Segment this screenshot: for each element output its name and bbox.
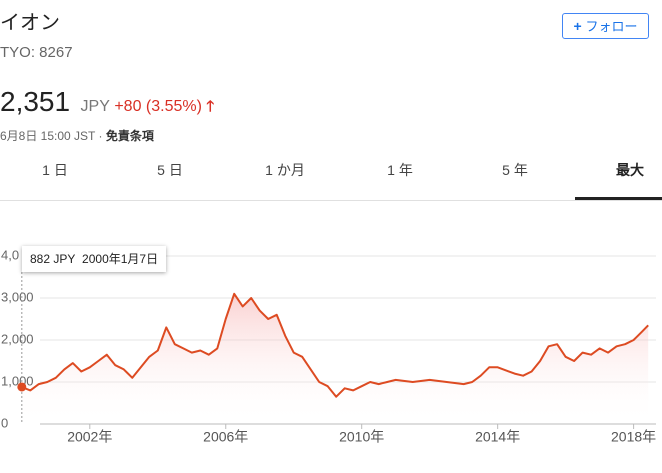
tooltip-price: 882 JPY bbox=[30, 252, 76, 266]
y-tick-label: 2,000 bbox=[1, 331, 34, 346]
tab[interactable]: 1 年 bbox=[387, 162, 413, 178]
x-tick-label: 2002年 bbox=[67, 429, 112, 445]
divider bbox=[0, 200, 662, 201]
y-tick-label: 0 bbox=[1, 415, 8, 430]
ticker: TYO: 8267 bbox=[0, 44, 73, 61]
x-tick-label: 2014年 bbox=[475, 429, 520, 445]
tab[interactable]: 最大 bbox=[616, 162, 644, 178]
hover-point bbox=[17, 382, 27, 392]
follow-label: フォロー bbox=[585, 19, 638, 34]
y-tick-label: 3,000 bbox=[1, 289, 34, 304]
y-tick-label: 1,000 bbox=[1, 373, 34, 388]
area bbox=[21, 293, 649, 424]
y-tick-label: 4,0 bbox=[1, 247, 19, 262]
currency: JPY bbox=[80, 98, 110, 115]
tab[interactable]: 5 日 bbox=[157, 162, 183, 178]
tab[interactable]: 1 か月 bbox=[265, 162, 305, 178]
follow-button[interactable]: + フォロー bbox=[562, 13, 649, 39]
timestamp: 6月8日 15:00 JST · bbox=[0, 129, 106, 143]
x-tick-label: 2010年 bbox=[339, 429, 384, 445]
x-tick-label: 2006年 bbox=[203, 429, 248, 445]
tooltip: 882 JPY 2000年1月7日 bbox=[22, 246, 167, 272]
disclaimer[interactable]: 免責条項 bbox=[105, 129, 154, 143]
price-line bbox=[21, 292, 649, 398]
active-tab-indicator bbox=[575, 197, 662, 200]
timestamp-row: 6月8日 15:00 JST · 免責条項 bbox=[0, 127, 154, 144]
price-row: 2,351 JPY +80 (3.55%) 🡑 bbox=[0, 86, 214, 121]
x-tick-label: 2018年 bbox=[611, 429, 656, 445]
change: +80 (3.55%) bbox=[114, 98, 202, 115]
tab[interactable]: 1 日 bbox=[42, 162, 68, 178]
company-name: イオン bbox=[0, 12, 60, 34]
tab[interactable]: 5 年 bbox=[502, 162, 528, 178]
price: 2,351 bbox=[0, 86, 71, 117]
up-arrow: 🡑 bbox=[206, 98, 215, 115]
tooltip-date: 2000年1月7日 bbox=[82, 252, 159, 266]
